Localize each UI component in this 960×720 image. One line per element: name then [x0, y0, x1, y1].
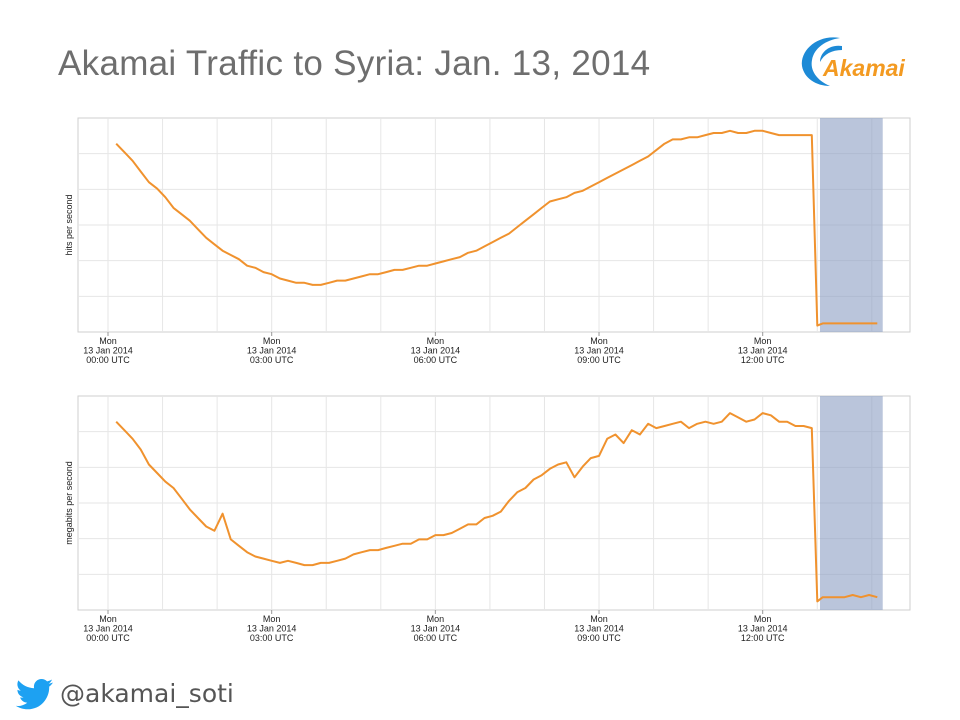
x-tick-label-line: Mon	[427, 336, 445, 346]
x-tick-label: Mon 13 Jan 2014 06:00 UTC	[411, 336, 461, 365]
x-tick-label-line: Mon	[590, 614, 608, 624]
x-tick-label: Mon 13 Jan 2014 03:00 UTC	[247, 614, 297, 643]
x-tick-label-line: 13 Jan 2014	[738, 624, 788, 634]
x-tick-label-line: 12:00 UTC	[741, 355, 785, 365]
x-tick-label-line: 13 Jan 2014	[83, 624, 133, 634]
x-tick-label-line: Mon	[754, 614, 772, 624]
x-tick-label-line: 06:00 UTC	[414, 355, 458, 365]
x-tick-label-line: Mon	[263, 336, 281, 346]
x-tick-label: Mon 13 Jan 2014 03:00 UTC	[247, 336, 297, 365]
x-tick-label-line: 03:00 UTC	[250, 633, 294, 643]
x-tick-label-line: 13 Jan 2014	[83, 346, 133, 356]
x-tick-label-line: 13 Jan 2014	[247, 624, 297, 634]
x-tick-label-line: Mon	[263, 614, 281, 624]
logo-swoosh-icon	[801, 37, 840, 86]
x-tick-label: Mon 13 Jan 2014 12:00 UTC	[738, 336, 788, 365]
x-tick-label-line: 13 Jan 2014	[247, 346, 297, 356]
series-line	[115, 412, 878, 603]
x-tick-label-line: Mon	[754, 336, 772, 346]
outage-highlight-band	[819, 396, 883, 610]
twitter-bird-icon[interactable]	[14, 674, 56, 714]
x-tick-label-line: 13 Jan 2014	[411, 346, 461, 356]
x-tick-label-line: 09:00 UTC	[577, 355, 621, 365]
y-axis-label: megabits per second	[64, 461, 74, 545]
slide-title: Akamai Traffic to Syria: Jan. 13, 2014	[58, 44, 651, 83]
x-tick-label: Mon 13 Jan 2014 00:00 UTC	[83, 336, 133, 365]
x-tick-label-line: 13 Jan 2014	[738, 346, 788, 356]
x-tick-label-line: Mon	[99, 614, 117, 624]
x-tick-label: Mon 13 Jan 2014 06:00 UTC	[411, 614, 461, 643]
x-tick-label: Mon 13 Jan 2014 09:00 UTC	[574, 336, 624, 365]
x-tick-label-line: 13 Jan 2014	[574, 346, 624, 356]
x-tick-label-line: 13 Jan 2014	[574, 624, 624, 634]
x-tick-label: Mon 13 Jan 2014 12:00 UTC	[738, 614, 788, 643]
x-tick-label: Mon 13 Jan 2014 00:00 UTC	[83, 614, 133, 643]
series-line	[115, 129, 878, 327]
y-axis-label: hits per second	[64, 194, 74, 255]
x-tick-label-line: 00:00 UTC	[86, 633, 130, 643]
x-tick-label-line: Mon	[427, 614, 445, 624]
x-tick-label-line: 12:00 UTC	[741, 633, 785, 643]
x-tick-label-line: Mon	[99, 336, 117, 346]
x-tick-label-line: 06:00 UTC	[414, 633, 458, 643]
x-tick-label-line: Mon	[590, 336, 608, 346]
outage-highlight-band	[819, 118, 883, 332]
x-tick-label-line: 03:00 UTC	[250, 355, 294, 365]
x-tick-label-line: 13 Jan 2014	[411, 624, 461, 634]
x-tick-label-line: 09:00 UTC	[577, 633, 621, 643]
twitter-handle[interactable]: @akamai_soti	[60, 679, 234, 708]
x-tick-label-line: 00:00 UTC	[86, 355, 130, 365]
logo-wordmark: Akamai	[823, 55, 905, 81]
x-tick-label: Mon 13 Jan 2014 09:00 UTC	[574, 614, 624, 643]
akamai-logo	[801, 37, 842, 86]
